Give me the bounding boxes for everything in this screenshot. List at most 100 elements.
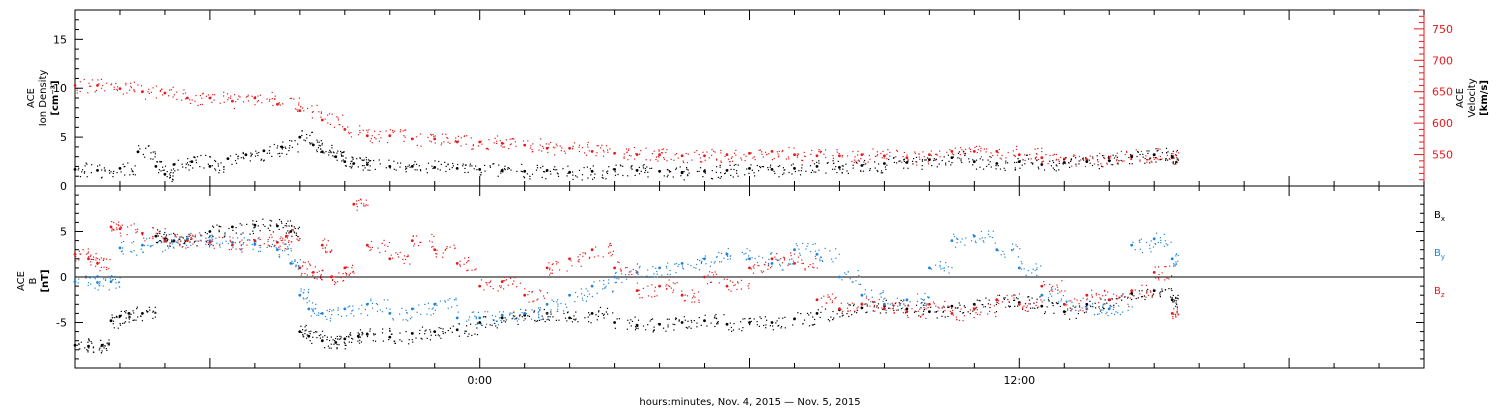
data-point-sample — [943, 270, 945, 272]
data-point-sample — [961, 149, 963, 151]
data-point — [298, 293, 302, 297]
data-point-sample — [841, 279, 843, 281]
data-point — [950, 312, 954, 315]
data-point-sample — [581, 293, 583, 295]
data-point-sample — [920, 315, 922, 318]
data-point — [410, 165, 414, 168]
data-point-sample — [218, 236, 220, 238]
data-point — [96, 281, 99, 284]
data-point-sample — [133, 81, 135, 83]
data-point-sample — [480, 140, 482, 142]
data-point-sample — [778, 150, 780, 152]
data-point-sample — [996, 154, 999, 156]
data-point-sample — [482, 316, 484, 318]
data-point-sample — [442, 252, 444, 254]
data-point-sample — [271, 243, 273, 245]
data-point-sample — [184, 239, 186, 241]
data-point-sample — [185, 98, 187, 100]
data-point-sample — [1046, 306, 1048, 308]
data-point-sample — [497, 324, 500, 326]
data-point-sample — [936, 153, 938, 155]
data-point-sample — [1078, 155, 1081, 158]
data-point-sample — [100, 177, 103, 179]
data-point-sample — [171, 243, 173, 245]
data-point-sample — [504, 168, 506, 170]
data-point-sample — [267, 227, 269, 229]
data-point-sample — [578, 259, 580, 261]
data-point-sample — [288, 240, 290, 242]
data-point-sample — [169, 176, 171, 178]
data-point-sample — [350, 136, 353, 138]
data-point-sample — [985, 151, 987, 153]
data-point-sample — [760, 270, 762, 272]
data-point-sample — [550, 173, 552, 175]
data-point-sample — [711, 149, 713, 151]
data-point-sample — [987, 233, 990, 235]
legend-entry-Bz: Bz — [1434, 286, 1445, 299]
data-point-sample — [998, 148, 1000, 151]
data-point-sample — [247, 95, 249, 98]
data-point — [568, 257, 571, 261]
data-point-sample — [247, 100, 250, 102]
data-point-sample — [301, 265, 304, 267]
data-point-sample — [1126, 151, 1128, 154]
data-point-sample — [601, 174, 604, 176]
data-point-sample — [300, 290, 302, 292]
data-point-sample — [934, 311, 936, 313]
data-point-sample — [995, 165, 997, 167]
data-point-sample — [547, 151, 549, 154]
data-point-sample — [99, 281, 101, 283]
data-point-sample — [469, 163, 471, 165]
data-point-sample — [457, 163, 459, 166]
data-point-sample — [533, 300, 535, 302]
data-point-sample — [1175, 161, 1177, 163]
data-point-sample — [338, 272, 340, 274]
data-point-sample — [90, 283, 92, 285]
data-point-sample — [526, 173, 528, 175]
data-point-sample — [88, 82, 90, 84]
data-point-sample — [841, 315, 843, 317]
data-point-sample — [854, 310, 856, 312]
data-point-sample — [90, 254, 92, 256]
data-point-sample — [287, 246, 289, 248]
data-point-sample — [246, 223, 248, 225]
data-point-sample — [1113, 313, 1116, 316]
data-point-sample — [1171, 275, 1173, 277]
data-point-sample — [476, 334, 479, 336]
data-point-sample — [376, 310, 379, 312]
data-point-sample — [132, 310, 134, 312]
data-point-sample — [76, 92, 78, 94]
data-point-sample — [302, 334, 304, 336]
data-point-sample — [252, 248, 254, 250]
data-point-sample — [1105, 313, 1107, 315]
data-point-sample — [163, 233, 165, 235]
data-point-sample — [1153, 288, 1155, 290]
data-point-sample — [447, 330, 449, 332]
data-point-sample — [412, 341, 414, 343]
data-point-sample — [455, 140, 457, 142]
data-point-sample — [847, 172, 849, 174]
data-point-sample — [1021, 263, 1023, 265]
data-point-sample — [1139, 160, 1141, 162]
data-point-sample — [1044, 311, 1046, 313]
data-point-sample — [1155, 148, 1157, 150]
data-point-sample — [1163, 233, 1165, 235]
data-point-sample — [212, 225, 214, 227]
data-point-sample — [503, 146, 505, 148]
data-point-sample — [807, 243, 809, 245]
data-point-sample — [780, 327, 782, 329]
data-point-sample — [370, 300, 372, 302]
data-point-sample — [130, 87, 132, 89]
data-point-sample — [157, 233, 159, 235]
data-point-sample — [211, 165, 213, 167]
data-point-sample — [902, 156, 904, 158]
data-point-sample — [684, 294, 686, 296]
data-point-sample — [297, 239, 299, 241]
data-point-sample — [1173, 308, 1175, 310]
data-point — [793, 262, 796, 265]
data-point-sample — [328, 154, 330, 156]
data-point-sample — [1091, 289, 1093, 291]
data-point-sample — [594, 256, 596, 258]
data-point-sample — [820, 311, 822, 313]
data-point-sample — [374, 333, 376, 335]
